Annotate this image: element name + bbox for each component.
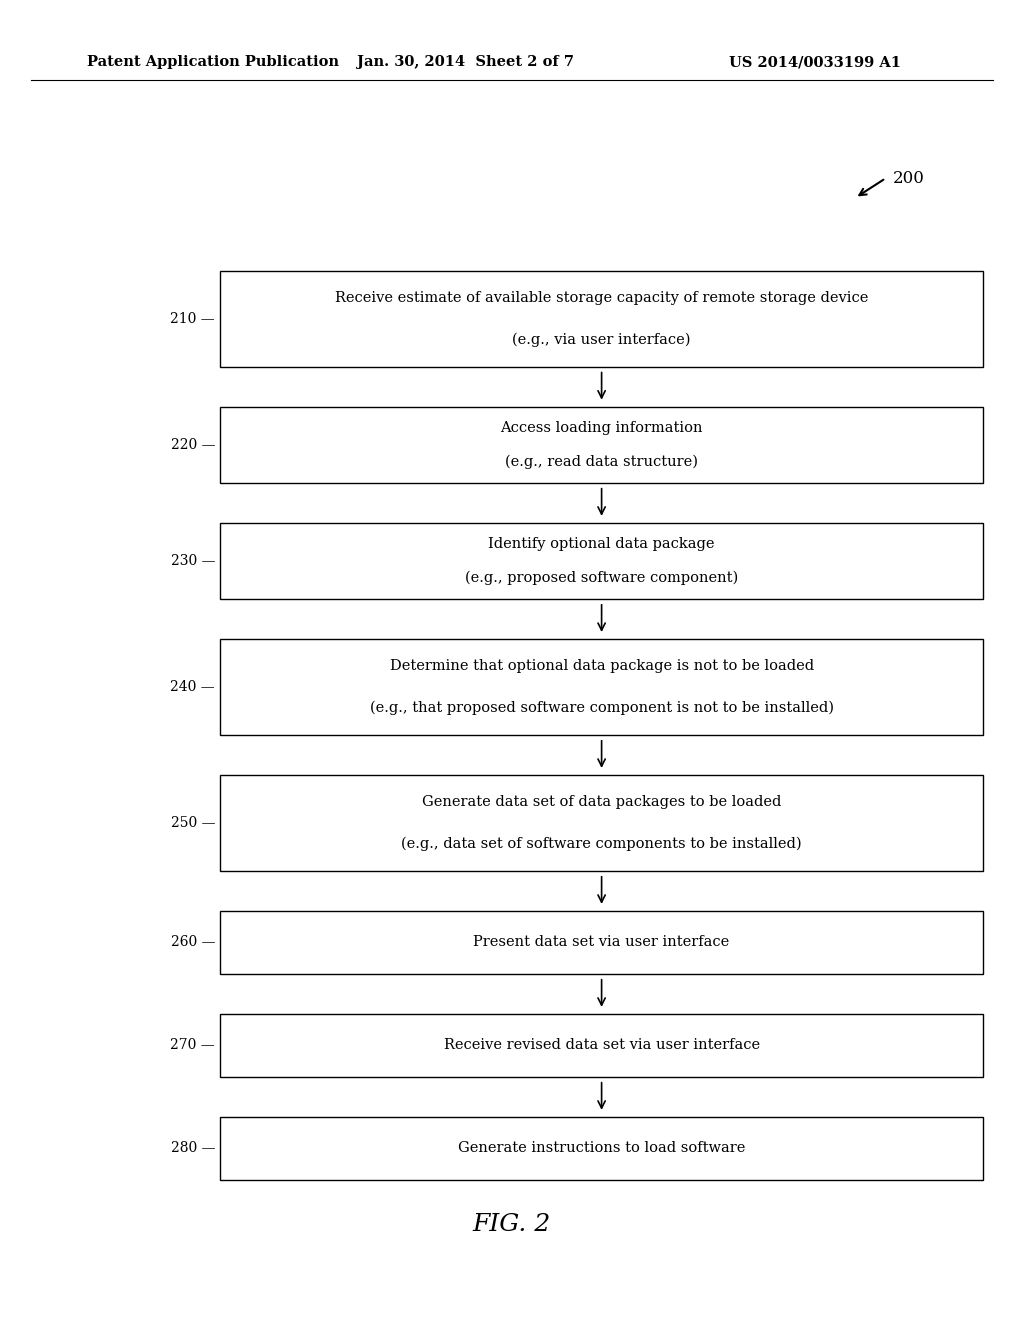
Bar xyxy=(220,639,983,735)
Text: Generate instructions to load software: Generate instructions to load software xyxy=(458,1142,745,1155)
Text: Access loading information: Access loading information xyxy=(501,421,702,436)
Text: Determine that optional data package is not to be loaded: Determine that optional data package is … xyxy=(389,659,814,673)
Bar xyxy=(220,407,983,483)
Bar xyxy=(220,1117,983,1180)
Text: Generate data set of data packages to be loaded: Generate data set of data packages to be… xyxy=(422,795,781,809)
Text: (e.g., proposed software component): (e.g., proposed software component) xyxy=(465,570,738,585)
Text: 240 —: 240 — xyxy=(170,680,215,694)
Text: 270 —: 270 — xyxy=(170,1039,215,1052)
Text: 220 —: 220 — xyxy=(171,438,215,451)
Text: 200: 200 xyxy=(893,170,925,186)
Text: Receive revised data set via user interface: Receive revised data set via user interf… xyxy=(443,1039,760,1052)
Text: Present data set via user interface: Present data set via user interface xyxy=(473,936,730,949)
Text: 260 —: 260 — xyxy=(171,936,215,949)
Text: US 2014/0033199 A1: US 2014/0033199 A1 xyxy=(729,55,901,69)
Text: 280 —: 280 — xyxy=(171,1142,215,1155)
Text: FIG. 2: FIG. 2 xyxy=(473,1213,551,1237)
Text: 230 —: 230 — xyxy=(171,554,215,568)
Text: Jan. 30, 2014  Sheet 2 of 7: Jan. 30, 2014 Sheet 2 of 7 xyxy=(357,55,574,69)
Bar xyxy=(220,271,983,367)
Bar xyxy=(220,1014,983,1077)
Bar xyxy=(220,775,983,871)
Bar xyxy=(220,523,983,599)
Bar xyxy=(220,911,983,974)
Text: Patent Application Publication: Patent Application Publication xyxy=(87,55,339,69)
Text: (e.g., via user interface): (e.g., via user interface) xyxy=(512,333,691,347)
Text: 250 —: 250 — xyxy=(171,816,215,830)
Text: (e.g., read data structure): (e.g., read data structure) xyxy=(505,454,698,469)
Text: 210 —: 210 — xyxy=(170,312,215,326)
Text: Identify optional data package: Identify optional data package xyxy=(488,537,715,552)
Text: (e.g., data set of software components to be installed): (e.g., data set of software components t… xyxy=(401,837,802,851)
Text: (e.g., that proposed software component is not to be installed): (e.g., that proposed software component … xyxy=(370,701,834,715)
Text: Receive estimate of available storage capacity of remote storage device: Receive estimate of available storage ca… xyxy=(335,290,868,305)
